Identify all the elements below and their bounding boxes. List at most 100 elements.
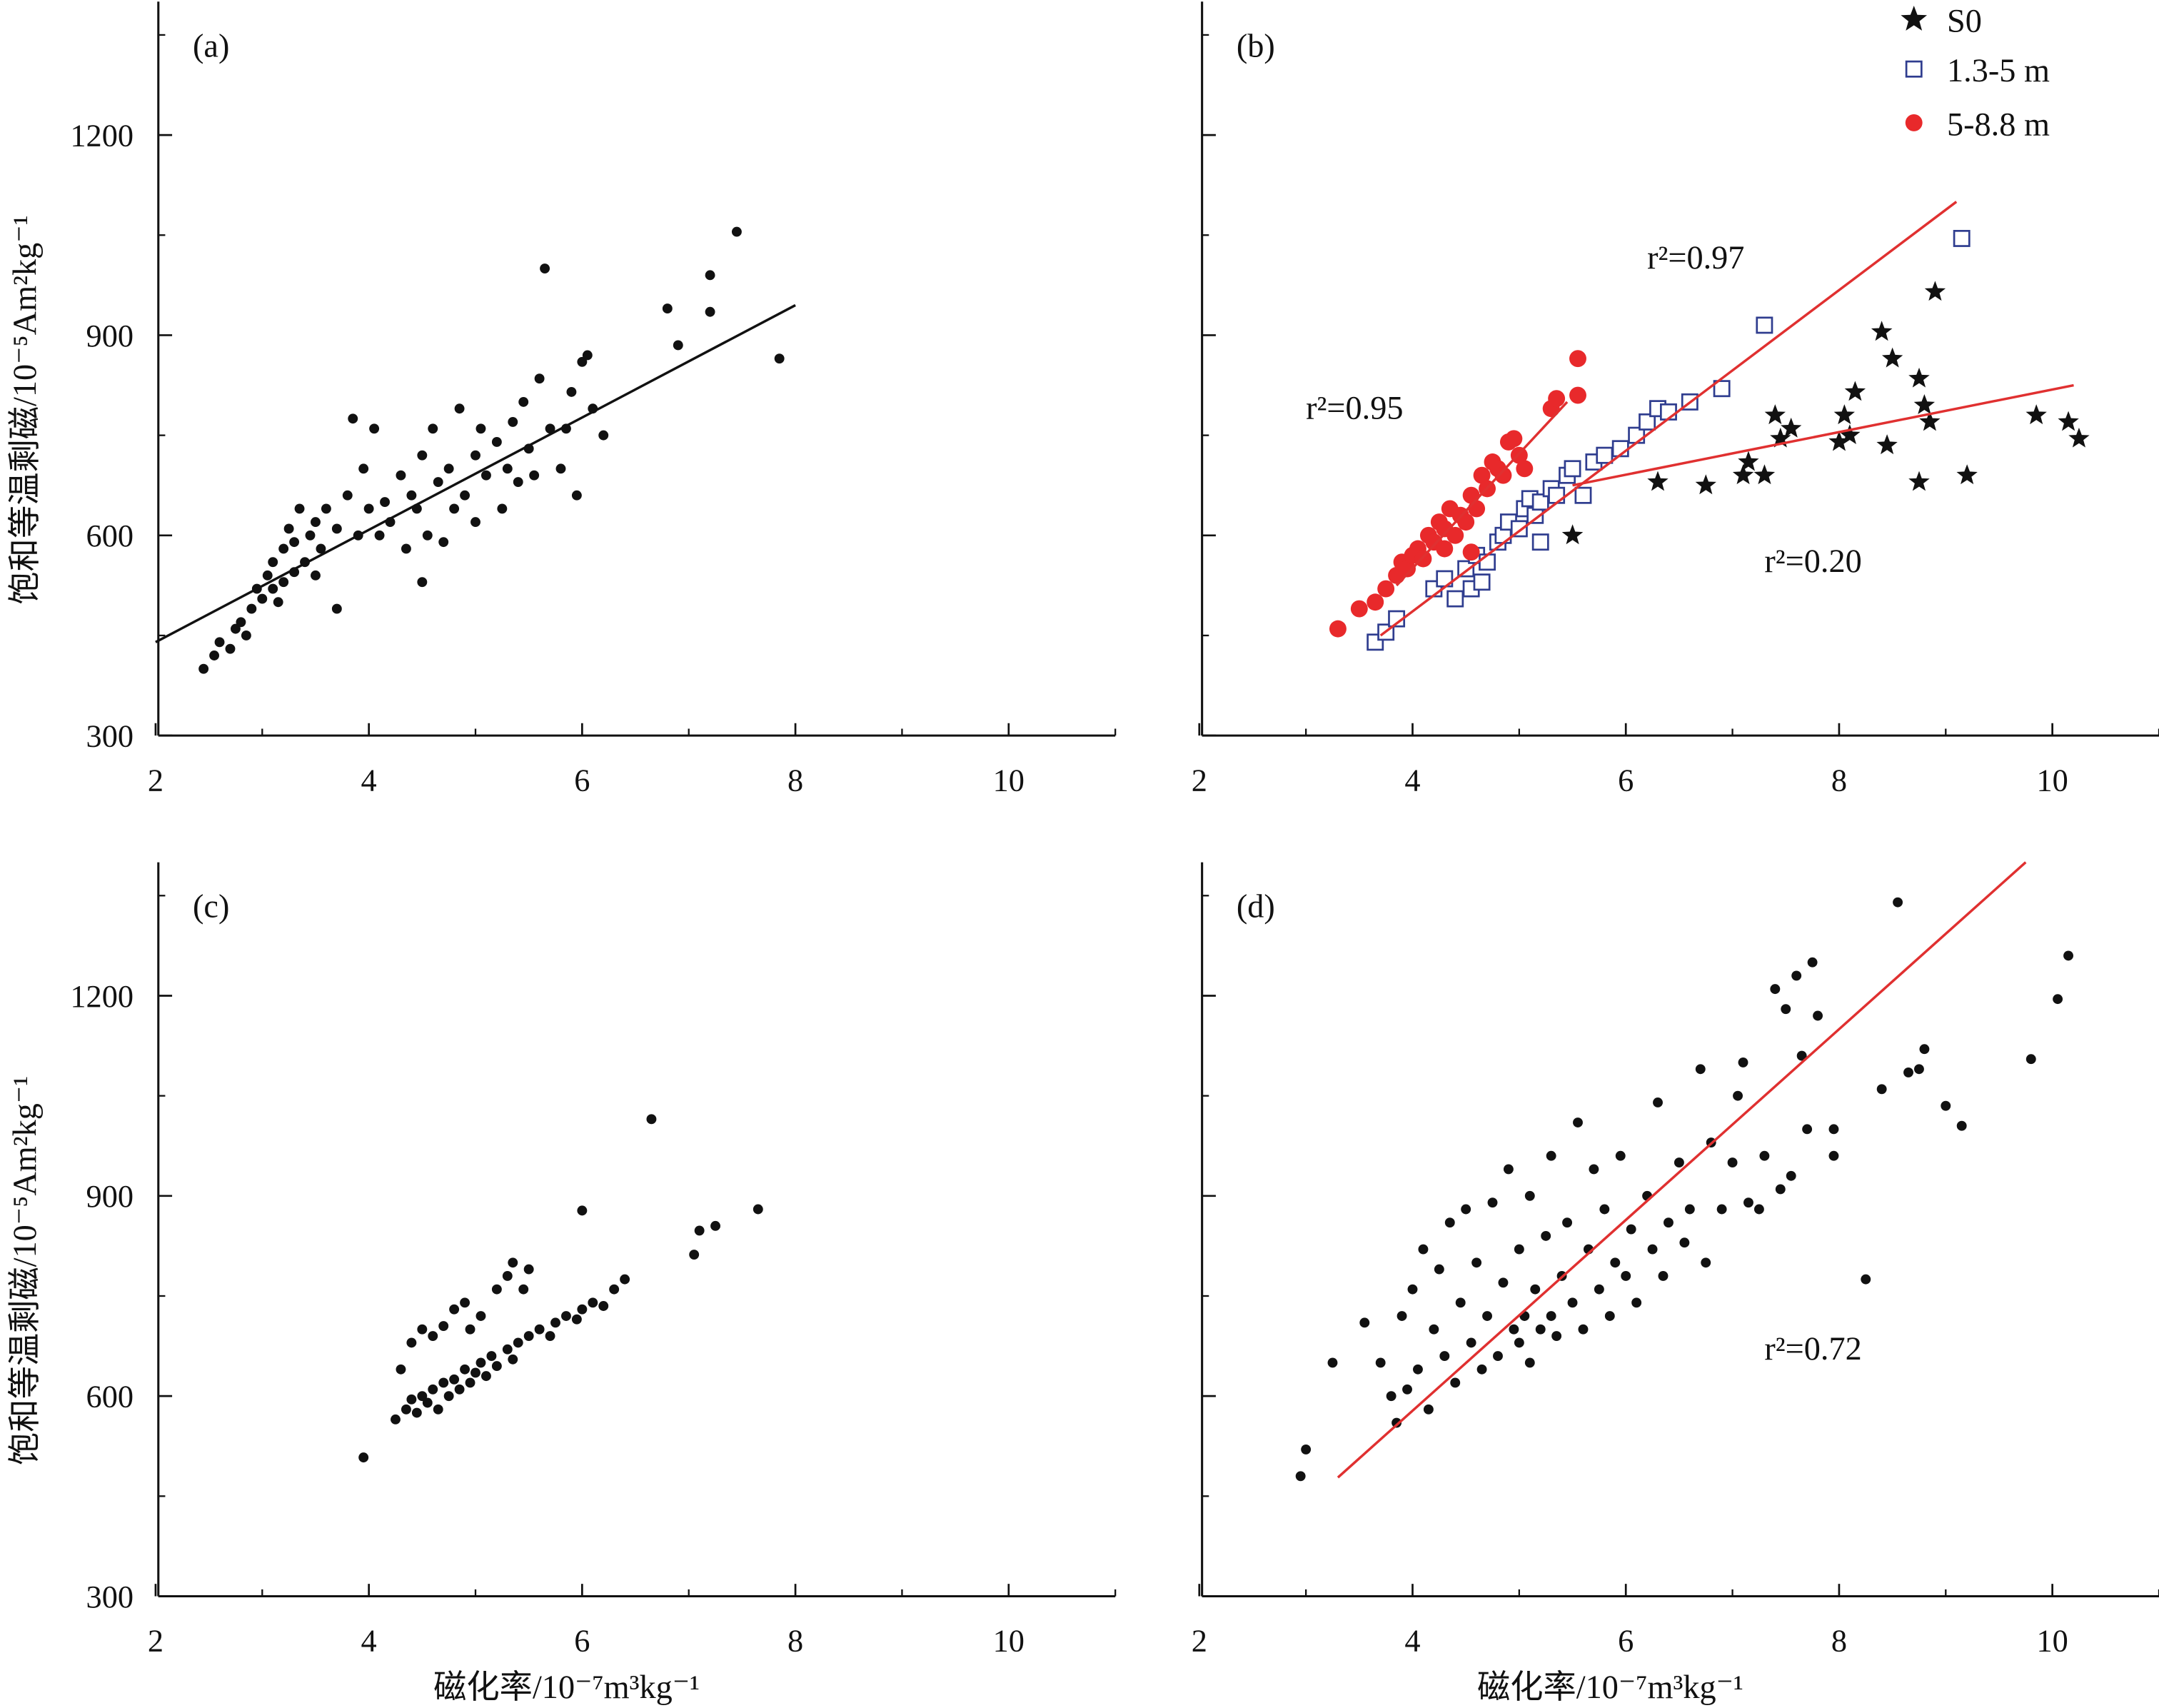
data-point — [1569, 350, 1586, 368]
data-point — [1647, 471, 1669, 491]
data-point — [331, 523, 342, 534]
data-point — [1396, 1311, 1407, 1321]
data-point — [1653, 1097, 1663, 1107]
data-point — [1446, 526, 1464, 544]
data-point — [1524, 1190, 1535, 1201]
data-point — [1956, 1120, 1967, 1131]
data-point — [571, 1314, 582, 1325]
data-point — [491, 1284, 502, 1295]
data-point — [1596, 446, 1614, 464]
data-point — [1402, 1384, 1412, 1395]
data-point — [1807, 957, 1818, 968]
panel-label: (c) — [193, 889, 229, 925]
data-point — [1791, 970, 1802, 981]
y-axis-label: 饱和等温剩磁/10⁻⁵Am²kg⁻¹ — [7, 1076, 44, 1465]
regression-line — [1337, 861, 2027, 1479]
data-point — [1574, 486, 1592, 504]
data-point — [475, 423, 486, 434]
data-point — [550, 1317, 560, 1328]
y-tick-label: 300 — [86, 1579, 134, 1614]
data-point — [460, 1297, 470, 1308]
data-point — [662, 303, 673, 314]
data-point — [401, 543, 411, 554]
data-point — [694, 1225, 705, 1236]
panel-label: (a) — [193, 28, 229, 64]
data-point — [422, 530, 433, 541]
y-tick-label: 1200 — [70, 978, 134, 1014]
x-tick-label: 2 — [148, 762, 163, 798]
data-point — [502, 463, 513, 474]
data-point — [502, 1271, 513, 1281]
data-point — [1514, 1244, 1524, 1255]
data-point — [1903, 1067, 1913, 1077]
data-point — [1530, 1284, 1541, 1295]
data-point — [1359, 1317, 1370, 1328]
data-point — [518, 1284, 529, 1295]
data-point — [513, 1337, 523, 1348]
data-point — [1531, 533, 1549, 551]
data-point — [1493, 1351, 1503, 1362]
data-point — [577, 1304, 588, 1315]
data-point — [1621, 1271, 1631, 1281]
regression-line — [1379, 201, 1958, 637]
data-point — [1626, 1224, 1636, 1235]
data-point — [209, 650, 220, 660]
data-point — [1743, 1197, 1753, 1208]
data-point — [1494, 466, 1512, 484]
data-point — [1350, 600, 1368, 618]
data-point — [1759, 1150, 1770, 1161]
data-point — [502, 1344, 513, 1355]
data-point — [406, 1337, 417, 1348]
data-point — [1567, 1297, 1578, 1308]
data-point — [1786, 1170, 1796, 1181]
data-point — [491, 1361, 502, 1372]
data-point — [1516, 460, 1534, 478]
data-point — [480, 470, 491, 481]
data-point — [475, 1357, 486, 1368]
y-tick-label: 300 — [86, 718, 134, 754]
data-point — [1444, 1217, 1455, 1228]
data-point — [1716, 1204, 1727, 1215]
panel-a: 2 4 6 8 10 300 600 900 1200 (a) 饱和等温剩磁/10⁻⁵Am²kg⁻¹ — [7, 1, 1117, 798]
data-point — [582, 350, 593, 361]
data-point — [1941, 1100, 1951, 1111]
legend-label: 1.3-5 m — [1947, 53, 2050, 89]
data-point — [1498, 1277, 1509, 1288]
data-point — [1367, 593, 1384, 611]
data-point — [475, 1311, 486, 1321]
series-s0 — [1561, 281, 2090, 545]
data-point — [214, 637, 225, 648]
panel-b: 2 4 6 8 10 (b) r²=0.97 r²=0.95 r²=0.20 S0 1.3-5 m 5… — [1192, 1, 2159, 798]
data-point — [731, 226, 742, 237]
data-point — [470, 1367, 480, 1378]
series-all — [358, 1114, 763, 1463]
x-tick-label: 10 — [993, 1623, 1025, 1659]
data-point — [529, 470, 540, 481]
x-tick-label: 4 — [1404, 1623, 1420, 1659]
data-point — [198, 663, 209, 674]
data-point — [1505, 430, 1523, 448]
data-point — [1446, 590, 1464, 608]
data-point — [454, 1384, 465, 1395]
data-point — [1701, 1257, 1711, 1268]
data-point — [1391, 1417, 1402, 1428]
data-point — [1727, 1157, 1738, 1168]
data-point — [1551, 1331, 1562, 1341]
legend-circle-icon — [1905, 114, 1923, 131]
data-point — [1871, 321, 1893, 341]
data-point — [518, 396, 529, 407]
data-point — [321, 503, 331, 514]
data-point — [1295, 1471, 1306, 1482]
data-point — [1713, 380, 1731, 398]
data-point — [486, 1351, 497, 1362]
data-point — [406, 1394, 417, 1405]
data-point — [508, 1257, 518, 1268]
data-point — [540, 263, 550, 273]
data-point — [2063, 950, 2073, 961]
data-point — [1908, 367, 1930, 388]
data-point — [1562, 1217, 1573, 1228]
panel-c: 2 4 6 8 10 300 600 900 1200 (c) 饱和等温剩磁/10⁻⁵Am²kg⁻¹… — [7, 862, 1117, 1706]
data-point — [774, 353, 785, 364]
data-point — [561, 1311, 571, 1321]
